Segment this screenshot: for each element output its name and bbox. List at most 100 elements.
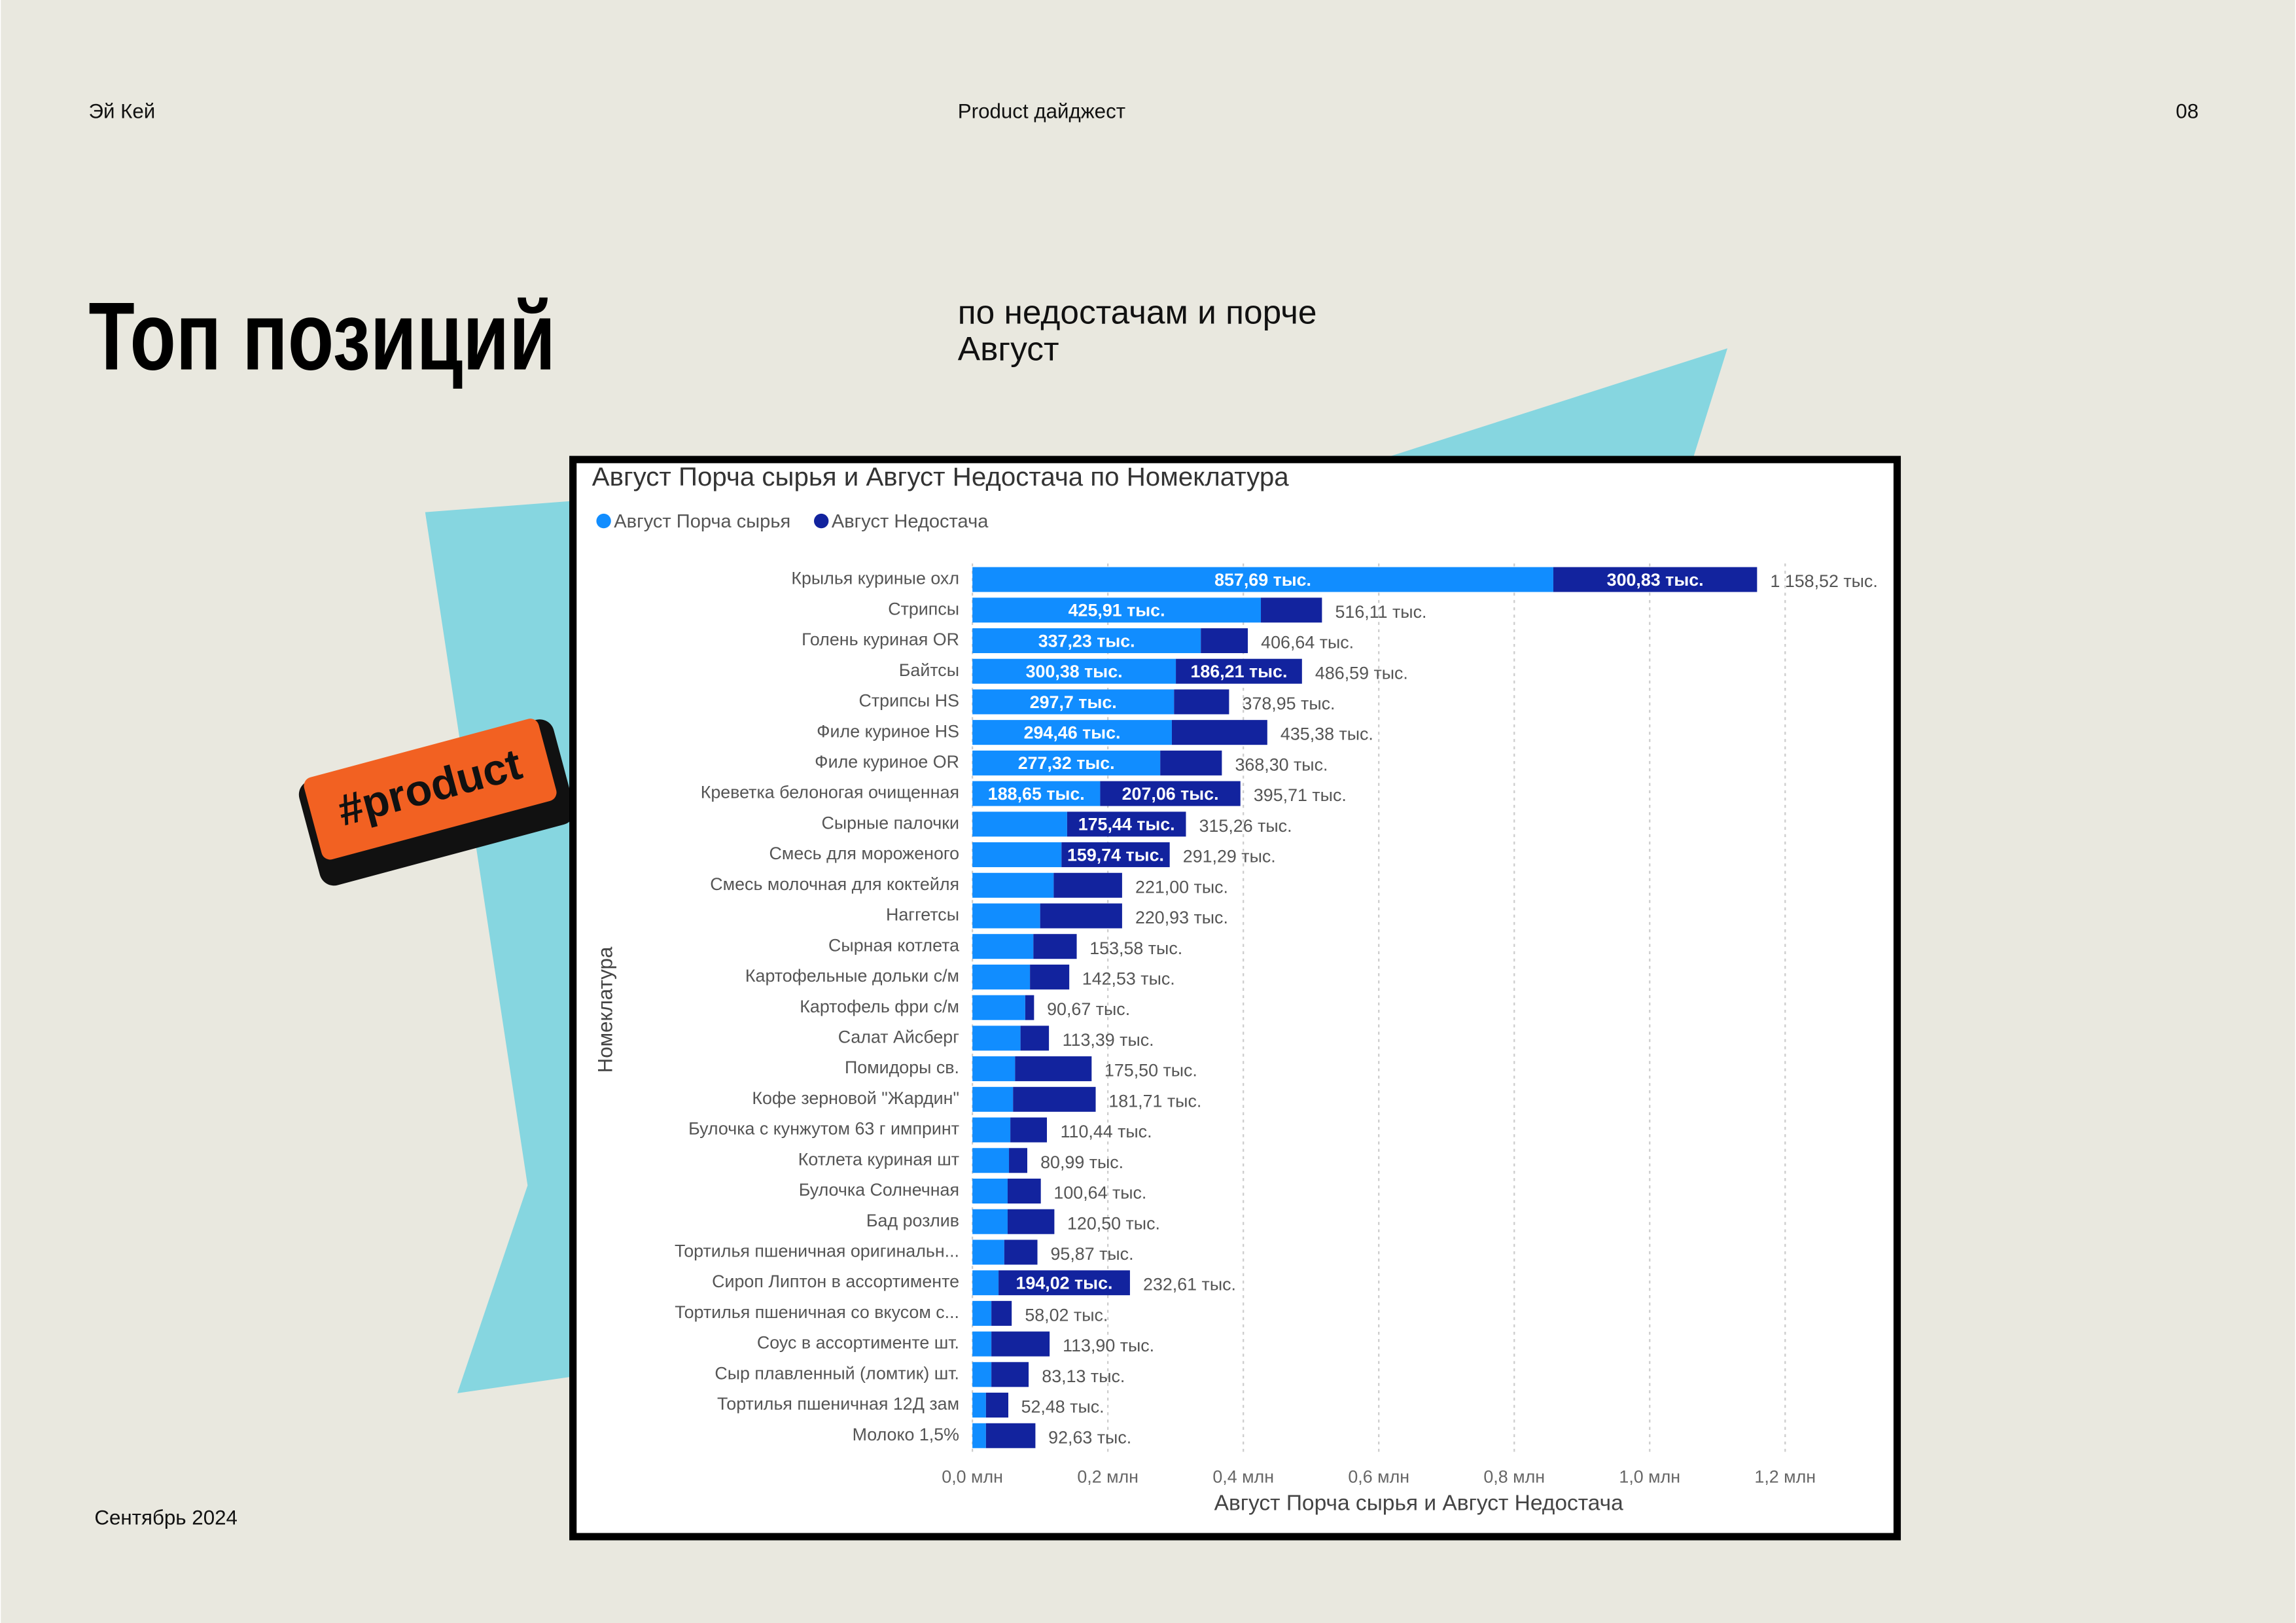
total-label: 220,93 тыс. — [1135, 908, 1228, 927]
bar-segment — [1007, 1209, 1055, 1234]
y-tick-label: Сырная котлета — [828, 935, 959, 955]
total-label: 368,30 тыс. — [1235, 755, 1328, 774]
total-label: 95,87 тыс. — [1051, 1244, 1134, 1264]
y-tick-label: Стрипсы — [888, 599, 959, 618]
total-label: 516,11 тыс. — [1335, 602, 1427, 622]
bar-segment — [972, 597, 1262, 623]
bar-value-label: 186,21 тыс. — [1190, 662, 1287, 681]
bar-segment — [972, 1300, 992, 1326]
bar-segment — [972, 567, 1553, 592]
y-tick-label: Тортилья пшеничная оригинальн... — [675, 1241, 959, 1261]
bar-segment — [991, 1331, 1050, 1357]
bar-segment — [1015, 1056, 1092, 1082]
bar-segment — [972, 872, 1054, 898]
bar-value-label: 159,74 тыс. — [1067, 845, 1164, 865]
legend-marker — [596, 513, 611, 529]
y-tick-label: Помидоры св. — [845, 1058, 959, 1077]
y-tick-label: Сыр плавленный (ломтик) шт. — [715, 1363, 959, 1383]
total-label: 406,64 тыс. — [1261, 633, 1354, 652]
y-tick-label: Голень куриная OR — [802, 630, 959, 649]
subtitle: Август — [958, 329, 1059, 367]
total-label: 110,44 тыс. — [1061, 1122, 1152, 1141]
bar-segment — [972, 1423, 986, 1448]
bar-segment — [1176, 658, 1302, 684]
bar-value-label: 300,83 тыс. — [1607, 570, 1704, 590]
bar-segment — [1261, 597, 1322, 623]
y-tick-label: Котлета куриная шт — [798, 1149, 959, 1169]
bar-segment — [1009, 1148, 1027, 1173]
bar-segment — [972, 1178, 1008, 1204]
y-tick-label: Наггетсы — [886, 905, 959, 925]
bar-segment — [1174, 689, 1229, 715]
bar-segment — [1010, 1117, 1048, 1143]
bar-segment — [1171, 720, 1267, 745]
legend-label: Август Недостача — [832, 511, 989, 532]
total-label: 120,50 тыс. — [1067, 1213, 1160, 1233]
total-label: 291,29 тыс. — [1183, 847, 1276, 866]
bar-segment — [972, 1148, 1010, 1173]
bar-segment — [998, 1270, 1130, 1296]
bar-value-label: 857,69 тыс. — [1214, 570, 1311, 590]
bar-value-label: 194,02 тыс. — [1016, 1273, 1113, 1293]
y-tick-label: Булочка с кунжутом 63 г импринт — [688, 1119, 959, 1139]
y-tick-label: Стрипсы HS — [859, 691, 960, 711]
total-label: 232,61 тыс. — [1143, 1275, 1236, 1294]
bar-segment — [972, 628, 1201, 654]
bar-segment — [1007, 1178, 1041, 1204]
bar-segment — [972, 934, 1034, 959]
x-tick-label: 0,8 млн — [1483, 1467, 1545, 1487]
bar-segment — [991, 1362, 1029, 1387]
y-tick-label: Бад розлив — [866, 1211, 959, 1230]
bar-value-label: 207,06 тыс. — [1122, 784, 1219, 804]
bar-value-label: 175,44 тыс. — [1078, 815, 1175, 834]
total-label: 395,71 тыс. — [1254, 785, 1347, 805]
y-tick-label: Тортилья пшеничная 12Д зам — [717, 1394, 959, 1414]
y-tick-label: Смесь молочная для коктейля — [710, 874, 959, 894]
bar-segment — [972, 1362, 992, 1387]
y-tick-label: Филе куриное HS — [817, 721, 959, 741]
footer-date: Сентябрь 2024 — [94, 1506, 238, 1529]
total-label: 113,90 тыс. — [1063, 1336, 1154, 1355]
chart: Август Порча сырья и Август Недостача по… — [592, 462, 1878, 1516]
bar-segment — [972, 1086, 1014, 1112]
bar-segment — [972, 964, 1031, 990]
bar-segment — [1053, 872, 1122, 898]
total-label: 90,67 тыс. — [1047, 999, 1130, 1019]
bar-value-label: 277,32 тыс. — [1018, 753, 1115, 773]
y-tick-label: Кофе зерновой "Жардин" — [752, 1088, 959, 1108]
bar-segment — [972, 1117, 1011, 1143]
total-label: 221,00 тыс. — [1135, 877, 1228, 897]
bar-segment — [1100, 781, 1241, 806]
y-tick-label: Картофельные дольки с/м — [745, 966, 959, 986]
y-tick-label: Смесь для мороженого — [769, 844, 960, 863]
bar-value-label: 300,38 тыс. — [1026, 662, 1123, 681]
header-left: Эй Кей — [88, 99, 155, 122]
header-center: Product дайджест — [958, 99, 1125, 122]
bar-segment — [985, 1393, 1009, 1418]
bar-segment — [1553, 567, 1757, 592]
bar-segment — [972, 1056, 1016, 1082]
total-label: 83,13 тыс. — [1042, 1366, 1125, 1386]
tag-sticker: #product — [298, 719, 575, 886]
y-tick-label: Сироп Липтон в ассортименте — [712, 1272, 959, 1291]
bar-segment — [972, 1270, 999, 1296]
total-label: 113,39 тыс. — [1063, 1030, 1154, 1050]
total-label: 378,95 тыс. — [1243, 694, 1335, 713]
x-tick-label: 0,6 млн — [1348, 1467, 1409, 1487]
bar-segment — [972, 1026, 1021, 1051]
bar-value-label: 294,46 тыс. — [1024, 722, 1121, 742]
x-tick-label: 0,4 млн — [1212, 1467, 1274, 1487]
bar-segment — [972, 1209, 1008, 1234]
x-tick-label: 1,0 млн — [1619, 1467, 1680, 1487]
total-label: 486,59 тыс. — [1315, 663, 1408, 683]
y-tick-label: Булочка Солнечная — [799, 1180, 959, 1200]
y-tick-label: Сырные палочки — [822, 813, 960, 832]
bar-segment — [972, 781, 1101, 806]
legend-label: Август Порча сырья — [614, 511, 790, 532]
bar-segment — [1033, 934, 1077, 959]
y-tick-label: Филе куриное OR — [815, 752, 959, 772]
bar-segment — [1061, 842, 1170, 868]
y-tick-label: Креветка белоногая очищенная — [701, 783, 959, 802]
bar-segment — [1013, 1086, 1096, 1112]
